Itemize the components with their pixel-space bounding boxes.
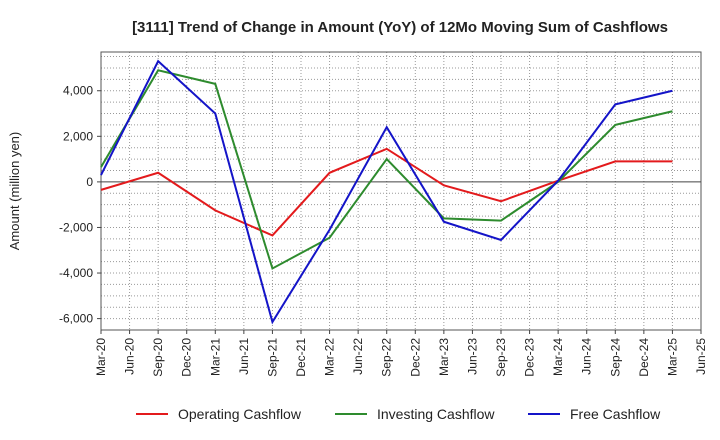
y-tick-label: 0 — [86, 175, 93, 189]
series-group — [100, 59, 673, 325]
x-tick-label: Sep-20 — [151, 338, 165, 377]
grid — [100, 52, 702, 330]
x-tick-label: Sep-22 — [380, 338, 394, 377]
y-tick-label: -6,000 — [59, 312, 93, 326]
x-tick-label: Jun-22 — [351, 338, 365, 375]
legend-label-investing-cashflow: Investing Cashflow — [377, 406, 495, 422]
y-tick-label: -2,000 — [59, 220, 93, 234]
legend: Operating Cashflow Investing Cashflow Free… — [136, 406, 661, 422]
series-line-investing-cashflow — [100, 69, 673, 270]
legend-label-operating-cashflow: Operating Cashflow — [178, 406, 302, 422]
legend-label-free-cashflow: Free Cashflow — [570, 406, 661, 422]
x-tick-label: Mar-23 — [437, 338, 451, 376]
x-axis-ticks: Mar-20 Jun-20 Sep-20 Dec-20 Mar-21 Jun-21 Sep-… — [94, 330, 708, 377]
x-tick-label: Dec-24 — [637, 338, 651, 377]
x-tick-label: Mar-21 — [208, 338, 222, 376]
x-tick-label: Mar-22 — [323, 338, 337, 376]
x-tick-label: Dec-20 — [180, 338, 194, 377]
x-tick-label: Dec-22 — [408, 338, 422, 377]
x-tick-label: Jun-25 — [694, 338, 708, 375]
y-axis-label: Amount (million yen) — [7, 132, 22, 251]
x-tick-label: Jun-21 — [237, 338, 251, 375]
x-tick-label: Jun-24 — [580, 338, 594, 375]
x-tick-label: Dec-23 — [523, 338, 537, 377]
x-tick-label: Jun-20 — [123, 338, 137, 375]
x-tick-label: Mar-24 — [551, 338, 565, 376]
y-axis-ticks: 4,000 2,000 0 -2,000 -4,000 -6,000 — [59, 84, 101, 326]
x-tick-label: Jun-23 — [465, 338, 479, 375]
y-tick-label: 2,000 — [63, 129, 93, 143]
y-tick-label: -4,000 — [59, 266, 93, 280]
x-tick-label: Mar-20 — [94, 338, 108, 376]
x-tick-label: Mar-25 — [665, 338, 679, 376]
series-line-operating-cashflow — [100, 147, 673, 237]
x-tick-label: Dec-21 — [294, 338, 308, 377]
chart-title: [3111] Trend of Change in Amount (YoY) o… — [132, 19, 668, 36]
series-line-free-cashflow — [100, 59, 673, 325]
x-tick-label: Sep-21 — [265, 338, 279, 377]
y-tick-label: 4,000 — [63, 84, 93, 98]
plot-area-frame — [100, 51, 702, 331]
x-tick-label: Sep-24 — [608, 338, 622, 377]
x-tick-label: Sep-23 — [494, 338, 508, 377]
